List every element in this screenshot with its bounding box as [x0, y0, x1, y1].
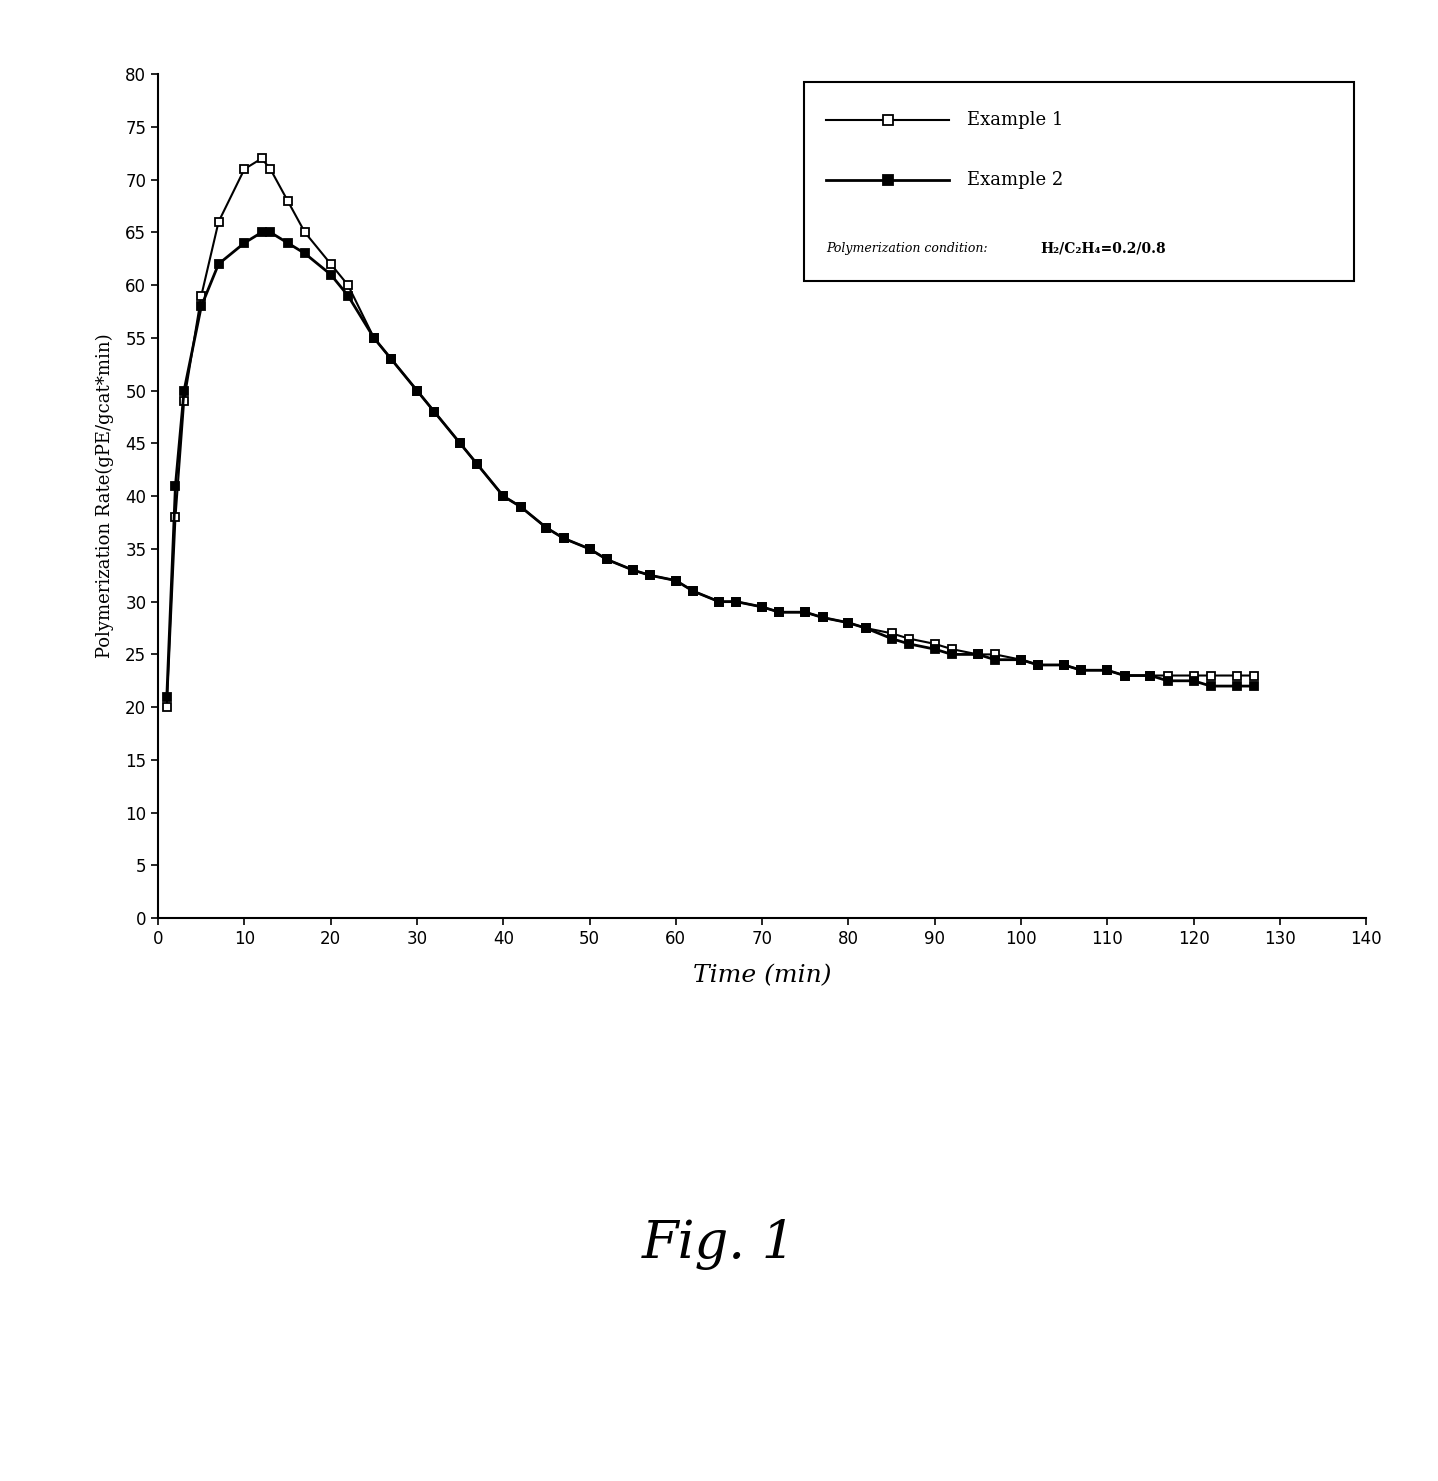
Example 2: [1245, 677, 1263, 695]
Example 1: [814, 609, 831, 626]
Example 2: [322, 265, 339, 283]
Example 2: [900, 635, 917, 653]
Example 2: [158, 687, 175, 705]
Example 1: [555, 529, 572, 546]
Example 1: [754, 598, 771, 616]
Text: Example 1: Example 1: [968, 111, 1064, 129]
Text: Polymerization condition:: Polymerization condition:: [827, 243, 992, 255]
FancyBboxPatch shape: [804, 83, 1355, 281]
Y-axis label: Polymerization Rate(gPE/gcat*min): Polymerization Rate(gPE/gcat*min): [96, 333, 114, 659]
Example 1: [900, 629, 917, 647]
Example 2: [814, 609, 831, 626]
X-axis label: Time (min): Time (min): [693, 964, 831, 988]
Example 2: [754, 598, 771, 616]
Example 1: [322, 255, 339, 273]
Line: Example 1: Example 1: [162, 154, 1258, 711]
Example 1: [158, 698, 175, 715]
Text: Fig. 1: Fig. 1: [641, 1219, 797, 1269]
Example 1: [253, 150, 270, 167]
Text: Example 2: Example 2: [968, 170, 1064, 188]
Text: H₂/C₂H₄=0.2/0.8: H₂/C₂H₄=0.2/0.8: [1040, 241, 1166, 256]
Example 2: [253, 224, 270, 241]
Example 1: [1245, 666, 1263, 684]
Example 1: [797, 603, 814, 621]
Example 2: [797, 603, 814, 621]
Example 2: [555, 529, 572, 546]
Line: Example 2: Example 2: [162, 228, 1258, 701]
